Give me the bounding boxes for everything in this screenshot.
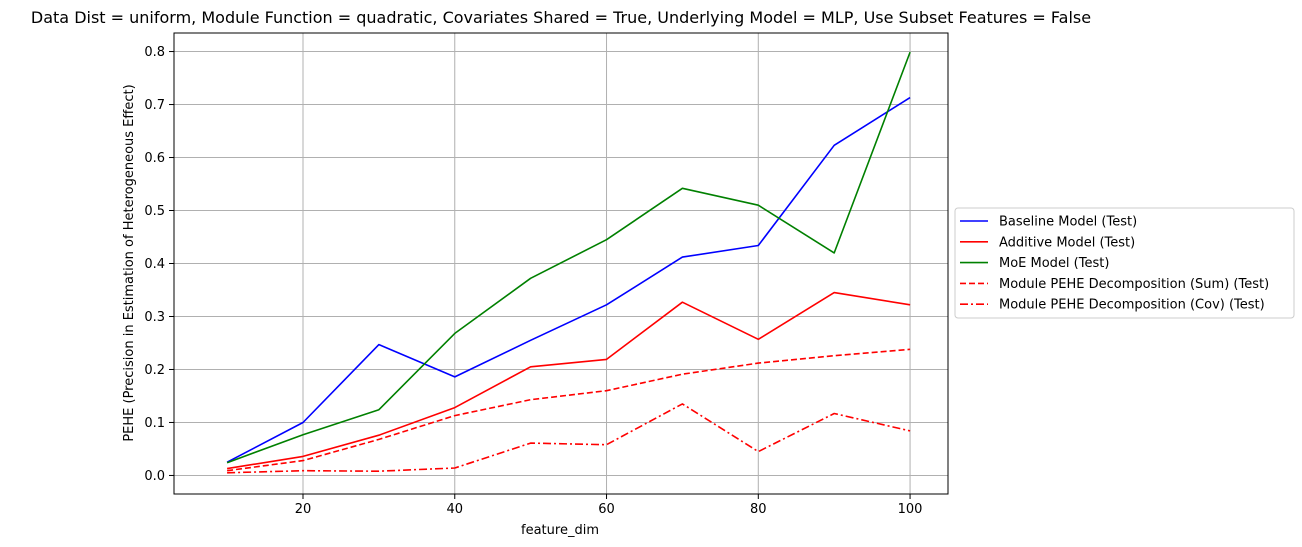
x-tick-label: 100 bbox=[898, 502, 923, 517]
y-tick-label: 0.0 bbox=[144, 469, 165, 484]
y-tick-label: 0.3 bbox=[144, 310, 165, 325]
legend-label: Baseline Model (Test) bbox=[999, 215, 1137, 230]
y-axis-label: PEHE (Precision in Estimation of Heterog… bbox=[122, 84, 137, 441]
chart-title: Data Dist = uniform, Module Function = q… bbox=[31, 8, 1091, 27]
legend-box bbox=[954, 207, 1295, 319]
series-line-2 bbox=[226, 291, 911, 470]
y-tick-label: 0.6 bbox=[144, 151, 165, 166]
y-tick-label: 0.5 bbox=[144, 204, 165, 219]
legend-label: Module PEHE Decomposition (Cov) (Test) bbox=[999, 298, 1265, 313]
legend-label: MoE Model (Test) bbox=[999, 256, 1109, 271]
legend-label: Additive Model (Test) bbox=[999, 235, 1135, 250]
legend-label: Module PEHE Decomposition (Sum) (Test) bbox=[999, 277, 1269, 292]
legend: Baseline Model (Test) Additive Model (Tes… bbox=[954, 207, 1295, 319]
ticks: 20 40 60 80 100 0.0 0.1 0.2 0.3 0.4 0.5 0.6 0.7 0.8 bbox=[144, 45, 922, 517]
x-tick-label: 40 bbox=[446, 502, 463, 517]
y-tick-label: 0.2 bbox=[144, 363, 165, 378]
series-layer bbox=[226, 51, 911, 474]
series-line-5 bbox=[227, 403, 911, 474]
y-tick-label: 0.4 bbox=[144, 257, 165, 272]
series-line-4 bbox=[226, 348, 911, 472]
x-tick-label: 60 bbox=[598, 502, 615, 517]
y-tick-label: 0.1 bbox=[144, 416, 165, 431]
y-tick-label: 0.8 bbox=[144, 45, 165, 60]
y-tick-label: 0.7 bbox=[144, 98, 165, 113]
grid bbox=[174, 33, 948, 494]
series-line-3 bbox=[226, 51, 911, 464]
x-tick-label: 20 bbox=[295, 502, 312, 517]
series-line-1 bbox=[226, 96, 911, 463]
x-axis-label: feature_dim bbox=[521, 523, 599, 538]
x-tick-label: 80 bbox=[750, 502, 767, 517]
